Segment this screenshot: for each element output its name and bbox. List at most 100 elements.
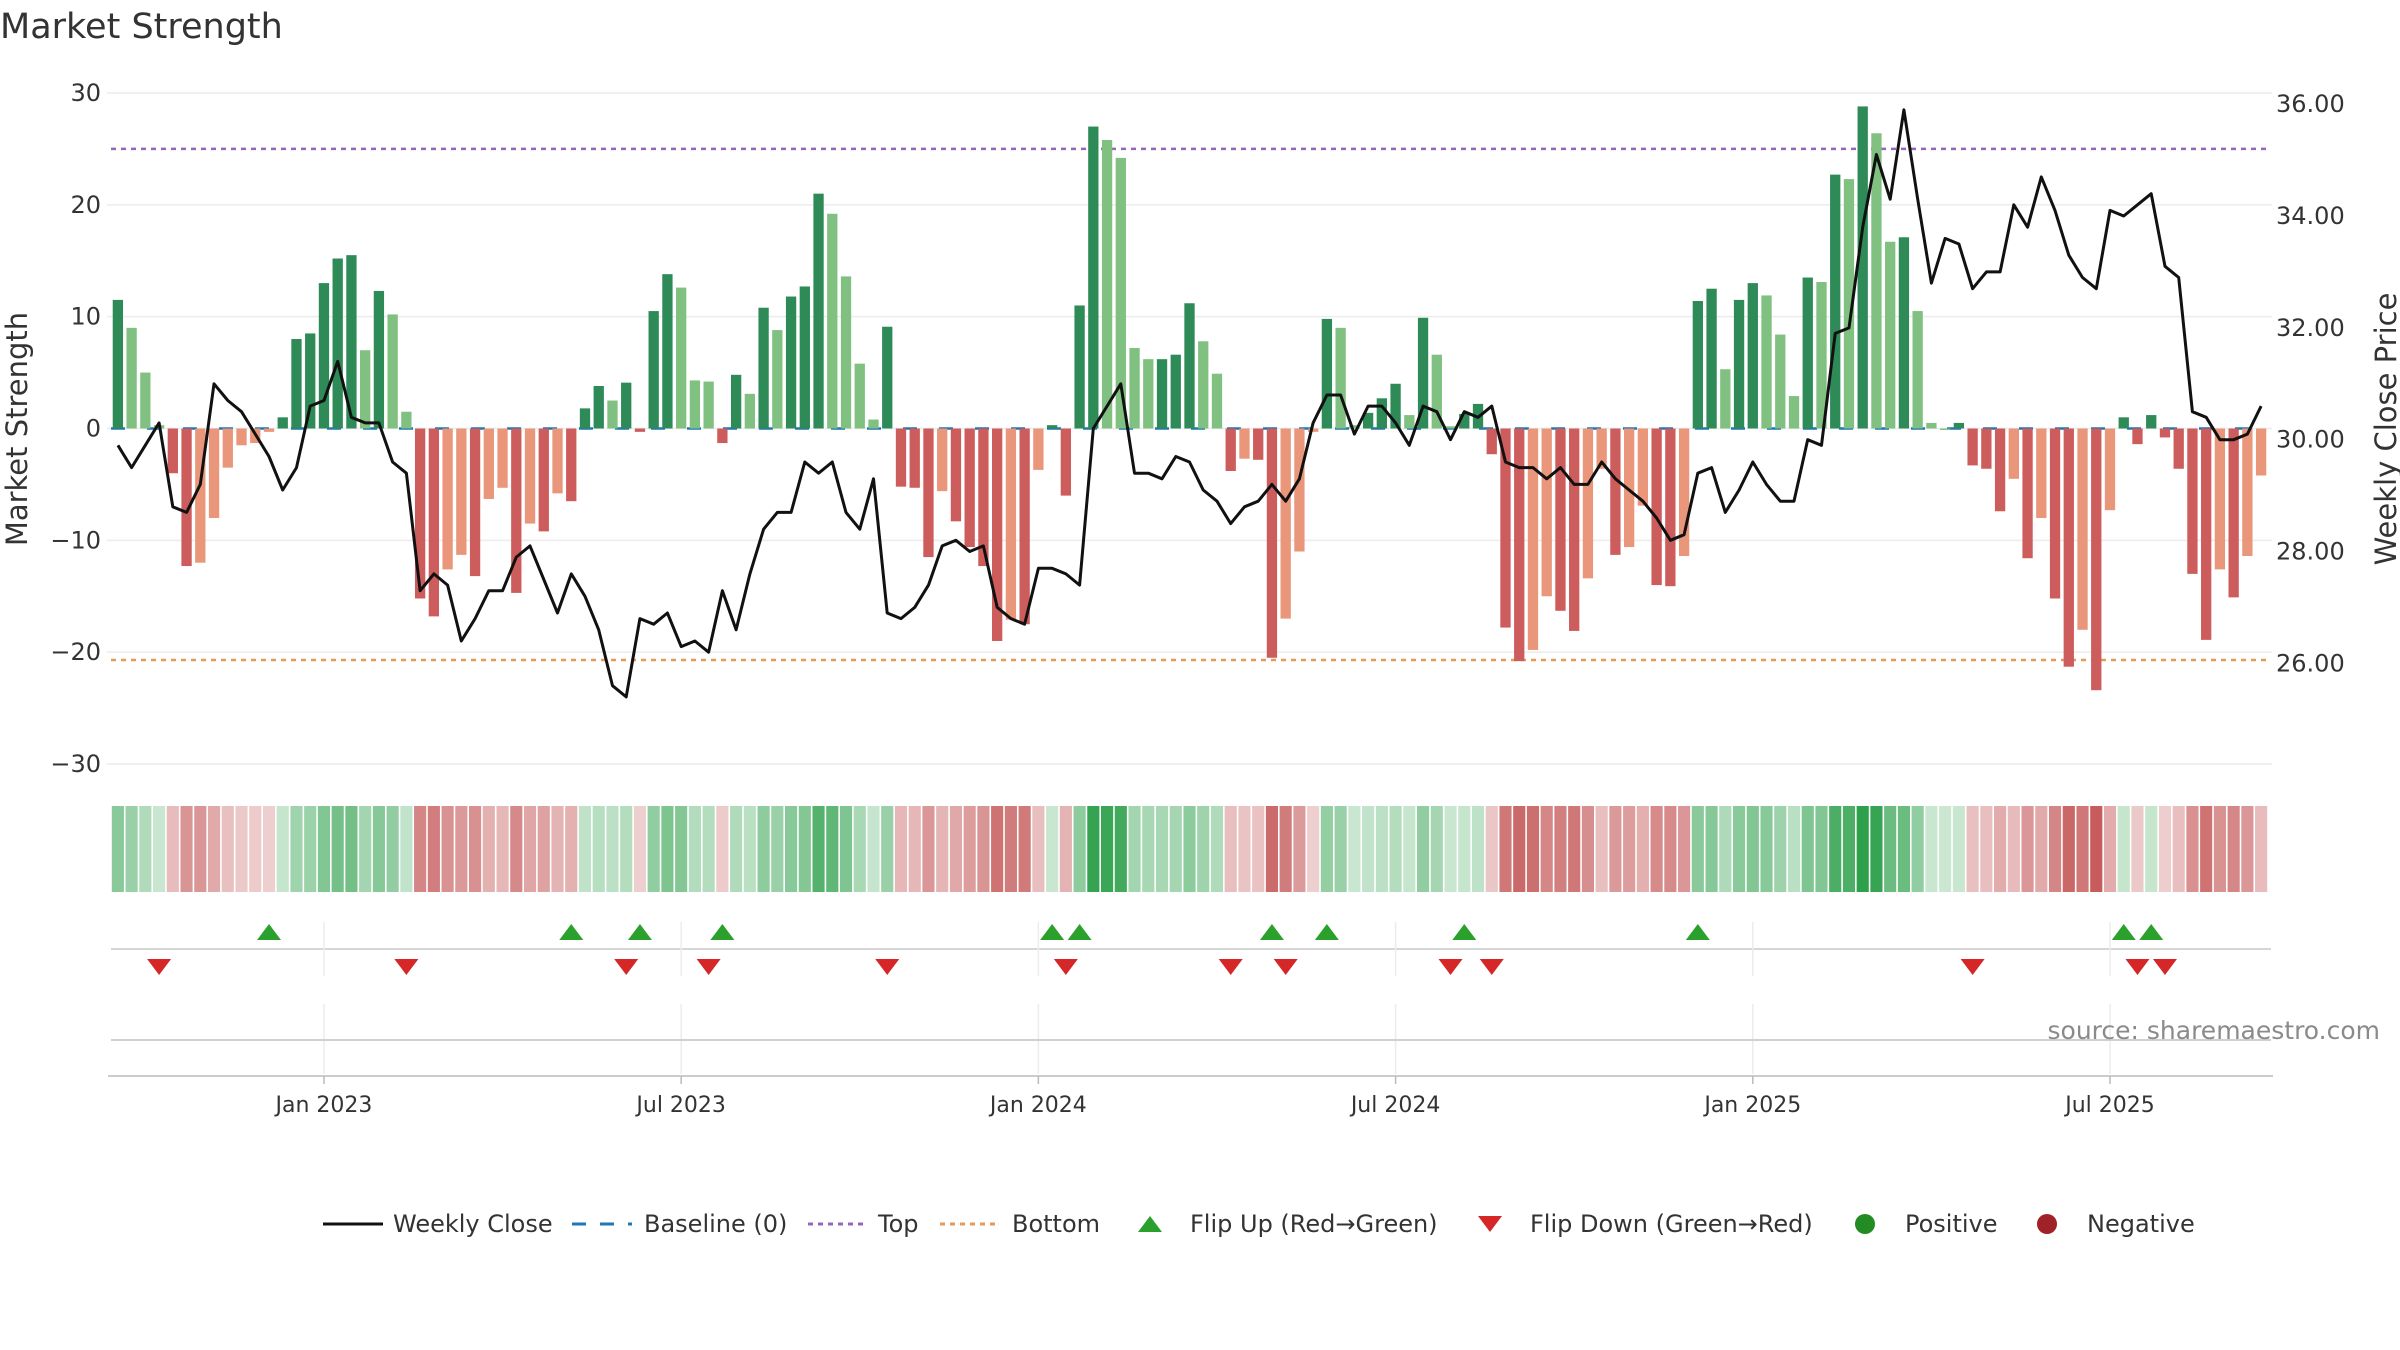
strength-bar: [2104, 428, 2116, 511]
flip-down-marker: [875, 959, 900, 975]
strength-bar: [1788, 396, 1800, 429]
heat-cell: [936, 806, 949, 892]
left-tick-label: 30: [70, 79, 101, 107]
heat-cell: [2186, 806, 2199, 892]
strength-bar: [1486, 428, 1497, 455]
strength-bar: [2173, 428, 2184, 469]
heat-cell: [894, 806, 908, 892]
legend-swatch-negative: [2037, 1214, 2057, 1234]
heat-cell: [1307, 806, 1320, 892]
strength-bar: [1074, 305, 1085, 429]
heat-cell: [2090, 806, 2103, 892]
strength-bar: [538, 428, 549, 532]
heat-cell: [1100, 806, 1114, 892]
strength-bar: [1761, 295, 1772, 429]
strength-bar: [1981, 428, 1992, 469]
strength-bar: [1637, 428, 1649, 506]
strength-bar: [1321, 318, 1333, 429]
heat-cell: [1403, 806, 1416, 892]
heat-cell: [1265, 806, 1279, 892]
right-tick-label: 28.00: [2276, 538, 2345, 566]
strength-bar: [882, 326, 893, 429]
strength-bar: [469, 428, 481, 577]
heat-cell: [1210, 806, 1224, 892]
left-tick-label: 20: [70, 191, 101, 219]
heat-cell: [991, 806, 1004, 892]
strength-bar: [1362, 412, 1374, 429]
strength-bar: [222, 428, 233, 468]
heat-cell: [2227, 806, 2240, 892]
heat-cell: [2200, 806, 2213, 892]
strength-bar: [1733, 299, 1745, 429]
strength-bar: [1239, 428, 1250, 459]
heat-cell: [743, 806, 756, 892]
x-tick-label: Jul 2025: [2063, 1093, 2155, 1118]
heat-cell: [1829, 806, 1842, 892]
heat-cell: [1032, 806, 1045, 892]
legend-label: Flip Up (Red→Green): [1190, 1210, 1438, 1238]
right-y-axis: 36.00 34.00 32.00 30.00 28.00 26.00: [2276, 90, 2345, 677]
heat-cell: [688, 806, 701, 892]
heat-cell: [1623, 806, 1636, 892]
flip-up-marker: [559, 924, 584, 940]
strength-bar: [1143, 359, 1154, 429]
heat-cell: [785, 806, 798, 892]
strength-bar: [992, 428, 1003, 641]
heat-cell: [1568, 806, 1581, 892]
x-tick-label: Jan 2025: [1702, 1093, 1801, 1118]
heat-cell: [207, 806, 221, 892]
strength-bar: [1871, 133, 1882, 429]
flip-up-marker: [627, 924, 652, 940]
strength-bar: [167, 428, 178, 474]
heat-cell: [290, 806, 303, 892]
heat-cell: [1691, 806, 1704, 892]
strength-bar: [442, 428, 453, 570]
heat-cell: [1128, 806, 1141, 892]
heat-cell: [620, 806, 633, 892]
heat-cell: [2103, 806, 2117, 892]
strength-bar: [772, 330, 783, 429]
strength-bar: [483, 428, 494, 499]
heat-cell: [2021, 806, 2034, 892]
heat-cell: [633, 806, 647, 892]
heat-cell: [1966, 806, 1979, 892]
heat-cell: [853, 806, 866, 892]
strength-bar: [2201, 428, 2212, 640]
strength-bar: [2049, 428, 2061, 599]
strength-bar: [1527, 428, 1539, 650]
heat-cell: [1650, 806, 1663, 892]
weekly-close-line: [116, 108, 2263, 699]
strength-bar: [1541, 428, 1552, 597]
flip-down-marker: [1438, 959, 1463, 975]
heat-cell: [1389, 806, 1402, 892]
heat-cell: [1581, 806, 1594, 892]
strength-bar: [1060, 428, 1072, 496]
legend-label: Top: [877, 1210, 919, 1238]
flip-down-marker: [614, 959, 639, 975]
strength-bar: [1033, 428, 1044, 470]
heat-cell: [2131, 806, 2144, 892]
strength-bar: [1335, 327, 1346, 429]
heat-cell: [1458, 806, 1471, 892]
strength-bar: [1582, 428, 1594, 579]
strength-bar: [1019, 428, 1030, 625]
flip-down-marker: [1053, 959, 1078, 975]
strength-bar: [1294, 428, 1305, 552]
strength-bar: [195, 428, 206, 563]
right-tick-label: 32.00: [2276, 314, 2345, 342]
strength-bar: [1198, 341, 1209, 429]
strength-bar: [1857, 106, 1868, 429]
heat-cell: [730, 806, 743, 892]
right-tick-label: 26.00: [2276, 649, 2345, 677]
x-tick-label: Jan 2024: [988, 1093, 1087, 1118]
strength-bar: [1912, 311, 1923, 429]
heat-cell: [496, 806, 509, 892]
heat-cell: [2213, 806, 2226, 892]
strength-bar: [1376, 398, 1387, 429]
flip-up-marker: [710, 924, 735, 940]
strength-bar: [2228, 428, 2239, 598]
heat-cell: [1911, 806, 1924, 892]
right-tick-label: 34.00: [2276, 202, 2345, 230]
heat-cell: [1705, 806, 1718, 892]
